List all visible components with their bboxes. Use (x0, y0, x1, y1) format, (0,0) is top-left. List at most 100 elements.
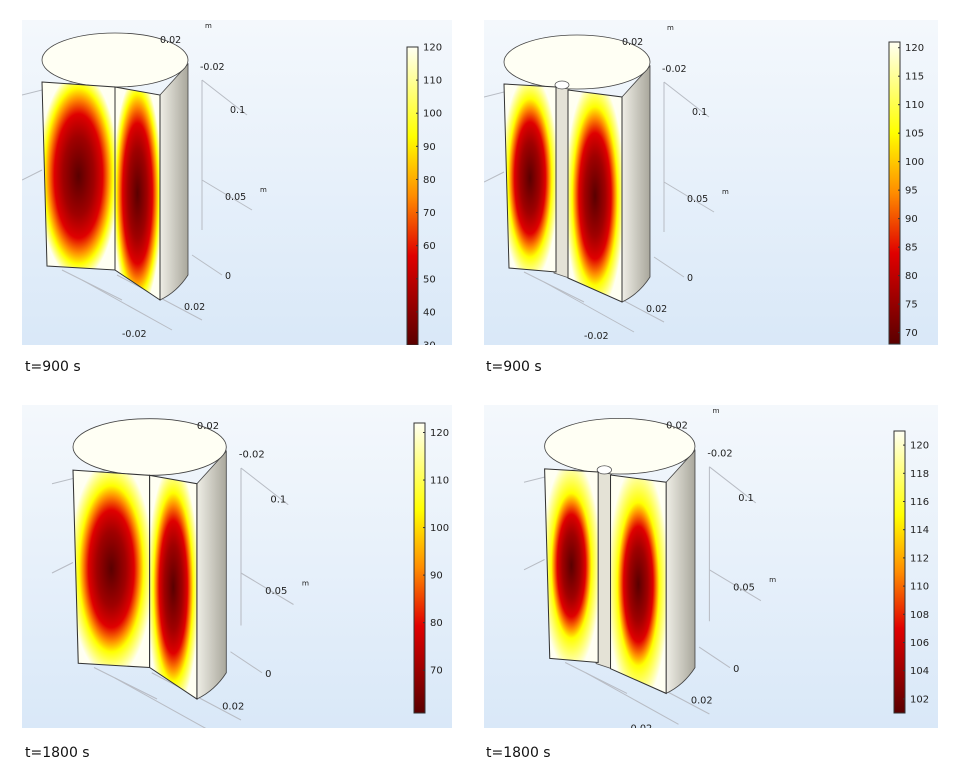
axis-tick-label: 0.02 (160, 35, 181, 46)
colorbar (406, 46, 419, 345)
colorbar (888, 41, 901, 345)
caption-4: t=1800 s (486, 745, 551, 761)
colorbar-tick-label: 104 (910, 666, 929, 677)
axis-line (484, 171, 505, 183)
plot-svg: 0.02 -0.02 0.1 0.05 m m 0 0.02 -0.02 120 118 116 114… (484, 405, 938, 728)
axis-tick-label: m (722, 188, 729, 196)
colorbar-tick-label: 108 (910, 610, 929, 621)
axis-line (709, 466, 757, 504)
axis-line (543, 281, 635, 333)
axis-line (81, 279, 173, 331)
colorbar-tick-label: 100 (423, 109, 442, 120)
axis-tick-label: m (260, 186, 267, 194)
cut-face-left (41, 81, 116, 271)
colorbar-tick-label: 120 (905, 43, 924, 54)
plot-svg: 0.02 -0.02 0.1 0.05 m m 0 0.02 -0.02 120 115 110 105… (484, 20, 938, 345)
axis-line (663, 81, 710, 118)
plot-svg: 0.02 -0.02 0.1 0.05 m m 0 0.02 -0.02 120 110 100 90 8… (22, 20, 452, 345)
colorbar-tick-label: 116 (910, 497, 929, 508)
axis-tick-label: 0.02 (646, 304, 667, 315)
axis-line (653, 256, 685, 278)
caption-2: t=900 s (486, 359, 542, 375)
colorbar-tick-label: 112 (910, 553, 929, 564)
axis-line (523, 271, 585, 303)
colorbar-tick-label: 75 (905, 300, 918, 311)
axis-tick-label: 0.02 (184, 302, 205, 313)
cut-face-left (72, 469, 151, 669)
axis-tick-label: 0.05 (265, 586, 287, 597)
colorbar-tick-label: 60 (423, 241, 436, 252)
colorbar-tick-label: 80 (430, 618, 443, 629)
axis-tick-label: 0.1 (738, 493, 754, 504)
cylinder-group: 0.02 -0.02 0.1 0.05 m m 0 0.02 -0.02 (523, 406, 776, 728)
colorbar-tick-label: 120 (423, 43, 442, 54)
colorbar-tick-label: 50 (423, 274, 436, 285)
axis-tick-label: 0.02 (197, 421, 219, 432)
colorbar (413, 422, 426, 714)
axis-tick-label: 0.1 (230, 105, 245, 116)
axis-line (698, 646, 731, 669)
colorbar-tick-label: 115 (905, 72, 924, 83)
axis-tick-label: 0.02 (666, 421, 688, 432)
axis-line (240, 572, 294, 605)
axis-tick-label: -0.02 (239, 450, 265, 461)
axis-tick-label: m (205, 22, 212, 30)
colorbar-tick-label: 80 (423, 175, 436, 186)
colorbar-tick-label: 118 (910, 469, 929, 480)
colorbar-tick-label: 70 (905, 328, 918, 339)
colorbar-tick-label: 90 (423, 142, 436, 153)
axis-tick-label: -0.02 (200, 62, 225, 73)
axis-line (523, 559, 545, 571)
axis-line (230, 651, 263, 674)
colorbar-tick-label: 120 (910, 441, 929, 452)
colorbar-tick-label: 110 (910, 582, 929, 593)
cylinder-top (544, 417, 696, 475)
cut-face-right (149, 474, 198, 700)
cut-face-right (114, 86, 161, 301)
axis-tick-label: -0.02 (584, 331, 609, 342)
cylinder-side-surface (621, 64, 651, 303)
axis-tick-label: 0.1 (270, 495, 286, 506)
axis-line (585, 672, 679, 725)
colorbar-tick-label: 80 (905, 271, 918, 282)
axis-tick-label: 0.02 (691, 696, 713, 707)
axis-tick-label: 0.1 (692, 107, 707, 118)
plot-panel-4: 0.02 -0.02 0.1 0.05 m m 0 0.02 -0.02 120 118 116 114… (484, 405, 938, 728)
axis-tick-label: -0.02 (662, 64, 687, 75)
colorbar-tick-label: 30 (423, 341, 436, 346)
bore-opening (596, 465, 612, 475)
plot-panel-3: 0.02-0.020.10.05m00.02-0.021201101009080… (22, 405, 452, 728)
colorbar-tick-label: 70 (430, 666, 443, 677)
axis-line (114, 677, 207, 728)
axis-tick-label: -0.02 (122, 329, 147, 340)
axis-line (709, 569, 762, 602)
axis-tick-label: m (667, 24, 674, 32)
caption-3: t=1800 s (25, 745, 90, 761)
colorbar-tick-label: 110 (423, 76, 442, 87)
plot-panel-2: 0.02 -0.02 0.1 0.05 m m 0 0.02 -0.02 120 115 110 105… (484, 20, 938, 345)
cylinder-top (503, 34, 651, 90)
axis-tick-label: 0.05 (733, 582, 755, 593)
axis-line (663, 181, 715, 213)
axis-tick-label: m (302, 579, 309, 588)
colorbar-tick-label: 40 (423, 307, 436, 318)
axis-line (22, 169, 43, 181)
colorbar-tick-label: 102 (910, 694, 929, 705)
colorbar-tick-label: 70 (423, 208, 436, 219)
axis-tick-label: -0.02 (627, 724, 652, 728)
colorbar-tick-label: 100 (905, 157, 924, 168)
cut-face-right (610, 474, 667, 695)
cut-face-left (503, 83, 557, 273)
bore-opening (554, 80, 570, 90)
axis-tick-label: 0.02 (222, 702, 244, 713)
colorbar-tick-label: 106 (910, 638, 929, 649)
colorbar-tick-label: 90 (905, 214, 918, 225)
axis-tick-label: m (712, 406, 719, 415)
axis-tick-label: 0.05 (225, 192, 246, 203)
colorbar-tick-label: 110 (905, 100, 924, 111)
axis-line (201, 79, 248, 116)
colorbar-tick-label: 90 (430, 571, 443, 582)
axis-tick-label: 0 (733, 664, 739, 675)
axis-line (61, 269, 123, 301)
